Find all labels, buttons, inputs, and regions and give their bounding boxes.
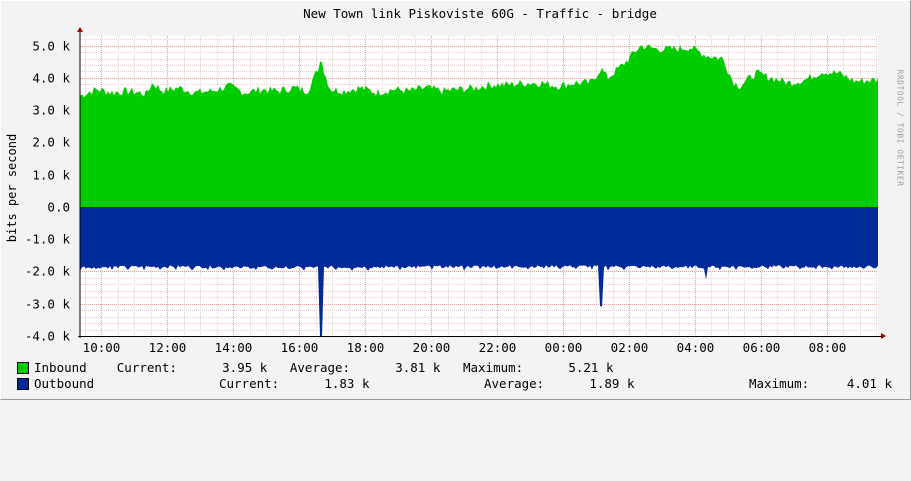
x-tick-label: 00:00 <box>545 340 583 355</box>
y-tick-label: 2.0 k <box>32 135 70 150</box>
outbound-swatch <box>17 378 29 390</box>
y-tick-label: 1.0 k <box>32 168 70 183</box>
series-area-outbound <box>80 206 878 336</box>
x-tick-label: 02:00 <box>611 340 649 355</box>
outbound-maximum: Maximum: 4.01 k <box>749 376 892 391</box>
x-tick-label: 10:00 <box>83 340 121 355</box>
y-tick-label: 3.0 k <box>32 103 70 118</box>
axis-layer <box>77 27 886 339</box>
tick-label-layer: 5.0 k 4.0 k 3.0 k 2.0 k 1.0 k 0.0 -1.0 k -2.0 k… <box>25 39 846 356</box>
x-tick-label: 14:00 <box>215 340 253 355</box>
y-tick-label: -3.0 k <box>25 297 71 312</box>
series-area-inbound <box>80 44 878 207</box>
outbound-current: Current: 1.83 k <box>219 376 370 391</box>
x-tick-label: 08:00 <box>809 340 847 355</box>
y-axis-arrow <box>77 27 83 32</box>
x-tick-label: 12:00 <box>149 340 187 355</box>
series-layer <box>80 44 878 336</box>
inbound-swatch <box>17 362 29 374</box>
x-tick-label: 18:00 <box>347 340 385 355</box>
x-tick-label: 22:00 <box>479 340 517 355</box>
legend: Inbound Current: 3.95 k Average: 3.81 k … <box>0 358 911 398</box>
x-tick-label: 16:00 <box>281 340 319 355</box>
x-tick-label: 20:00 <box>413 340 451 355</box>
y-tick-label: -2.0 k <box>25 264 71 279</box>
x-tick-label: 04:00 <box>677 340 715 355</box>
y-tick-label: -1.0 k <box>25 232 71 247</box>
outbound-average: Average: 1.89 k <box>484 376 635 391</box>
y-tick-label: 5.0 k <box>32 39 70 54</box>
chart-title: New Town link Piskoviste 60G - Traffic -… <box>303 6 657 21</box>
legend-row-inbound: Inbound Current: 3.95 k Average: 3.81 k … <box>0 360 911 376</box>
traffic-chart: 5.0 k 4.0 k 3.0 k 2.0 k 1.0 k 0.0 -1.0 k -2.0 k… <box>25 27 886 356</box>
outbound-legend-name: Outbound <box>34 376 95 391</box>
legend-row-outbound: Outbound Current: 1.83 k Average: 1.89 k… <box>0 376 911 392</box>
y-tick-label: -4.0 k <box>25 329 71 344</box>
x-axis-arrow <box>881 333 886 339</box>
inbound-legend-text: Inbound Current: 3.95 k Average: 3.81 k … <box>34 360 614 375</box>
y-tick-label: 4.0 k <box>32 71 70 86</box>
y-tick-label: 0.0 <box>47 200 70 215</box>
x-tick-label: 06:00 <box>743 340 781 355</box>
